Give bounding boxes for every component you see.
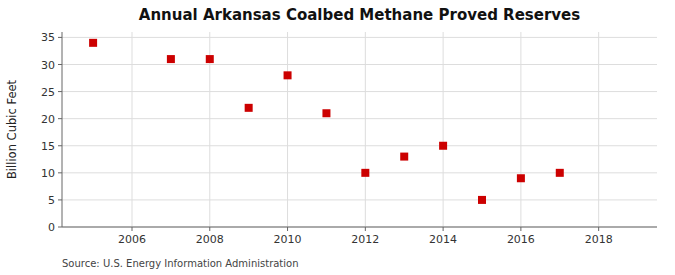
x-tick-label: 2018 — [585, 233, 613, 246]
x-tick-label: 2010 — [274, 233, 302, 246]
point — [284, 71, 292, 79]
y-tick — [58, 91, 62, 92]
grid-line-y — [62, 172, 657, 173]
x-tick-label: 2012 — [351, 233, 379, 246]
y-tick — [58, 118, 62, 119]
grid — [62, 32, 657, 227]
x-tick — [287, 227, 288, 231]
y-tick-label: 5 — [48, 194, 55, 207]
point — [400, 153, 408, 161]
grid-line-x — [443, 32, 444, 227]
grid-line-y — [62, 227, 657, 228]
grid-line-x — [365, 32, 366, 227]
grid-line-y — [62, 91, 657, 92]
point — [245, 104, 253, 112]
y-tick-label: 15 — [41, 140, 55, 153]
title: Annual Arkansas Coalbed Methane Proved R… — [139, 6, 580, 24]
point — [478, 196, 486, 204]
x-tick-label: 2006 — [118, 233, 146, 246]
annotation: Source: U.S. Energy Information Administ… — [62, 258, 299, 269]
x-tick — [132, 227, 133, 231]
y-tick-label: 30 — [41, 59, 55, 72]
grid-line-y — [62, 64, 657, 65]
grid-line-x — [132, 32, 133, 227]
point — [206, 55, 214, 63]
point — [556, 169, 564, 177]
y-tick-label: 0 — [48, 221, 55, 234]
grid-line-y — [62, 37, 657, 38]
grid-line-x — [287, 32, 288, 227]
y-tick — [58, 227, 62, 228]
point — [439, 142, 447, 150]
x-tick — [365, 227, 366, 231]
x-tick — [443, 227, 444, 231]
chart: 2006 2008 2010 2012 2014 2016 2018 0 5 10 15 20 25 30… — [0, 0, 675, 275]
x-tick — [209, 227, 210, 231]
point — [89, 39, 97, 47]
point — [361, 169, 369, 177]
x-tick — [598, 227, 599, 231]
x-tick-label: 2014 — [429, 233, 457, 246]
y-tick-label: 25 — [41, 86, 55, 99]
grid-line-x — [598, 32, 599, 227]
chart-container: 2006 2008 2010 2012 2014 2016 2018 0 5 10 15 20 25 30… — [0, 0, 675, 275]
y-axis-label: Billion Cubic Feet — [5, 79, 19, 179]
y-axis-line — [62, 32, 63, 227]
y-tick — [58, 37, 62, 38]
point — [517, 174, 525, 182]
grid-line-y — [62, 199, 657, 200]
y-tick — [58, 145, 62, 146]
y-tick-label: 35 — [41, 31, 55, 44]
y-tick — [58, 64, 62, 65]
point — [322, 109, 330, 117]
x-axis-line — [62, 227, 657, 228]
y-tick — [58, 172, 62, 173]
x-tick-label: 2008 — [196, 233, 224, 246]
point — [167, 55, 175, 63]
x-tick-label: 2016 — [507, 233, 535, 246]
grid-line-y — [62, 118, 657, 119]
y-tick — [58, 199, 62, 200]
y-tick-label: 10 — [41, 167, 55, 180]
page: {"chart_data": {"type": "scatter", "titl… — [0, 0, 675, 275]
axes: 2006 2008 2010 2012 2014 2016 2018 0 5 10 15 20 25 30… — [41, 31, 657, 246]
grid-line-x — [520, 32, 521, 227]
points — [89, 39, 564, 204]
y-tick-label: 20 — [41, 113, 55, 126]
grid-line-y — [62, 145, 657, 146]
x-tick — [520, 227, 521, 231]
